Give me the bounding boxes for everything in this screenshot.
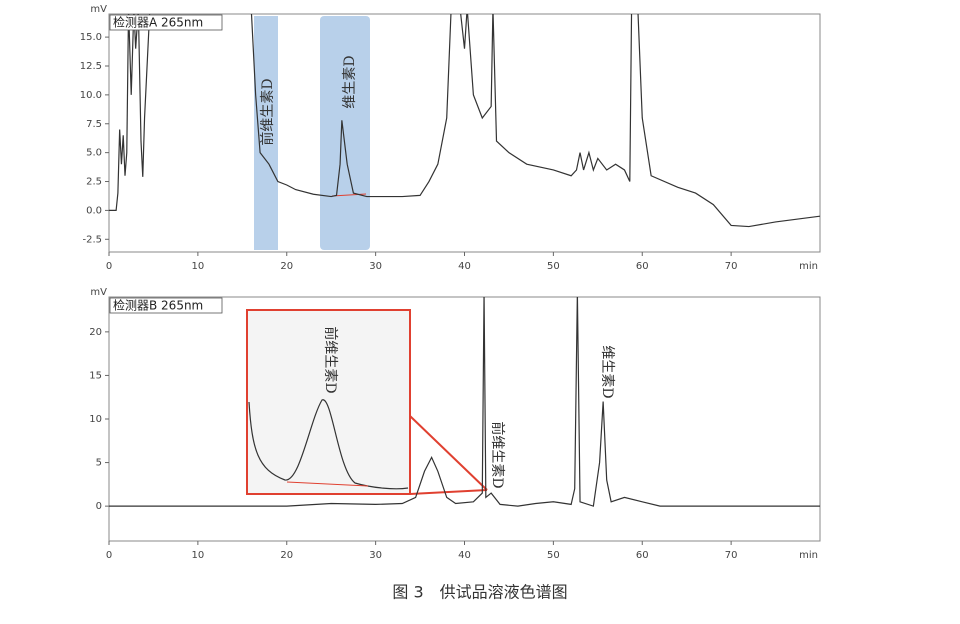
peak-annotation: 维生素D xyxy=(599,345,615,398)
x-tick-label: 70 xyxy=(725,261,738,272)
detector-label: 检测器A 265nm xyxy=(113,15,203,30)
inset-trace xyxy=(248,399,409,490)
x-tick-label: 40 xyxy=(458,261,471,272)
y-tick-label: 20 xyxy=(89,327,102,338)
peak-annotation: 前维生素D xyxy=(322,326,339,393)
y-tick-label: 0 xyxy=(96,501,102,512)
y-tick-label: 5 xyxy=(96,458,102,469)
integration-baseline xyxy=(286,481,369,487)
x-tick-label: 30 xyxy=(369,550,382,561)
x-axis-label: min xyxy=(799,261,818,272)
x-tick-label: 50 xyxy=(547,261,560,272)
y-tick-label: 7.5 xyxy=(86,119,102,130)
zoom-connector xyxy=(409,415,488,491)
peak-annotation: 前维生素D xyxy=(259,78,276,145)
detector-label: 检测器B 265nm xyxy=(113,298,203,313)
trace xyxy=(109,297,820,507)
x-tick-label: 60 xyxy=(636,550,649,561)
x-tick-label: 10 xyxy=(192,261,205,272)
y-tick-label: 15 xyxy=(89,370,102,381)
caption: 图 3 供试品溶液色谱图 xyxy=(392,583,567,602)
y-tick-label: 2.5 xyxy=(86,177,102,188)
y-tick-label: 10 xyxy=(89,414,102,425)
y-axis-label: mV xyxy=(90,287,107,298)
x-tick-label: 20 xyxy=(280,261,293,272)
peak-annotation: 维生素D xyxy=(342,55,358,108)
x-tick-label: 0 xyxy=(106,550,112,561)
y-tick-label: 10.0 xyxy=(80,90,102,101)
y-tick-label: -2.5 xyxy=(82,234,102,245)
y-tick-label: 5.0 xyxy=(86,148,102,159)
detector-box xyxy=(109,14,223,31)
y-axis-label: mV xyxy=(90,4,107,15)
peak-annotation: 前维生素D xyxy=(489,421,506,488)
x-tick-label: 70 xyxy=(725,550,738,561)
x-tick-label: 0 xyxy=(106,261,112,272)
detector-box xyxy=(109,297,223,314)
x-tick-label: 40 xyxy=(458,550,471,561)
x-tick-label: 60 xyxy=(636,261,649,272)
x-tick-label: 20 xyxy=(280,550,293,561)
plot-frame xyxy=(108,296,821,542)
y-tick-label: 15.0 xyxy=(80,32,102,43)
zoom-inset xyxy=(246,309,411,495)
x-tick-label: 10 xyxy=(192,550,205,561)
y-tick-label: 12.5 xyxy=(80,61,102,72)
zoom-connector xyxy=(409,489,488,495)
x-axis-label: min xyxy=(799,550,818,561)
trace xyxy=(109,14,820,228)
x-tick-label: 30 xyxy=(369,261,382,272)
highlight-band xyxy=(320,16,370,250)
y-tick-label: 0.0 xyxy=(86,205,102,216)
plot-frame xyxy=(108,13,821,253)
x-tick-label: 50 xyxy=(547,550,560,561)
